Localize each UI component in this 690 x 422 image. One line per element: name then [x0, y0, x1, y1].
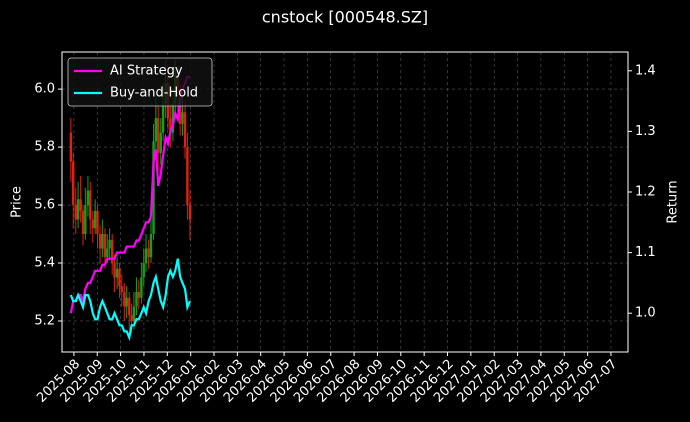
candle-body: [113, 263, 116, 278]
candle-body: [132, 306, 136, 321]
candle-body: [130, 315, 133, 321]
candle-body: [69, 132, 73, 162]
y-tick-label: 5.2: [34, 313, 55, 328]
candle-body: [72, 161, 75, 206]
candle-body: [147, 248, 150, 258]
candle-body: [91, 219, 95, 229]
candle-body: [171, 103, 175, 133]
candle-body: [188, 205, 192, 220]
y2-tick-label: 1.0: [635, 306, 656, 321]
line-series: [69, 258, 191, 342]
candle-body: [106, 248, 109, 258]
y-tick-label: 6.0: [34, 82, 55, 97]
candle-body: [181, 112, 184, 124]
chart-title: cnstock [000548.SZ]: [262, 8, 428, 27]
candle-body: [142, 263, 145, 278]
candle-body: [81, 210, 85, 235]
candle-body: [125, 297, 128, 307]
candle-body: [76, 199, 80, 220]
candle-body: [149, 234, 153, 258]
candle-body: [120, 286, 123, 292]
candle-body: [140, 277, 143, 298]
y2-axis-label: Return: [666, 180, 681, 223]
candle-body: [159, 132, 162, 153]
candle-body: [93, 210, 97, 229]
candle-body: [101, 234, 104, 249]
candle-body: [74, 205, 77, 220]
candle-body: [152, 141, 155, 235]
legend-label: Buy-and-Hold: [110, 86, 198, 101]
y2-tick-label: 1.4: [635, 63, 656, 78]
candle-body: [115, 268, 119, 278]
legend-box: [67, 57, 213, 107]
candle-body: [183, 112, 187, 148]
candle-body: [118, 268, 121, 287]
candle-body: [108, 239, 111, 249]
y2-tick-label: 1.2: [635, 185, 656, 200]
legend-label: AI Strategy: [110, 64, 183, 79]
candle-body: [186, 147, 189, 206]
candle-body: [144, 248, 148, 264]
candle-body: [103, 234, 107, 258]
legend: AI Strategy Buy-and-Hold: [67, 57, 213, 107]
y-tick-label: 5.4: [34, 256, 55, 271]
candle-body: [161, 103, 165, 133]
line-series: [69, 75, 190, 314]
candle-body: [169, 118, 172, 133]
y-tick-label: 5.8: [34, 140, 55, 155]
candle-body: [123, 292, 126, 307]
candle-body: [157, 118, 160, 153]
candle-body: [154, 118, 158, 142]
candle-body: [96, 210, 99, 235]
y2-tick-label: 1.3: [635, 124, 656, 139]
candle-body: [111, 239, 114, 264]
candle-body: [135, 292, 138, 307]
y-tick-label: 5.6: [34, 198, 55, 213]
candle-body: [79, 199, 82, 211]
candle-body: [89, 190, 92, 220]
y2-tick-label: 1.1: [635, 245, 656, 260]
candle-body: [98, 234, 102, 249]
candle-body: [84, 205, 87, 235]
candle-body: [128, 297, 131, 316]
candle-body: [137, 292, 141, 298]
candle-body: [86, 190, 90, 206]
plot-frame: [61, 51, 629, 353]
y-axis-label: Price: [10, 186, 25, 218]
